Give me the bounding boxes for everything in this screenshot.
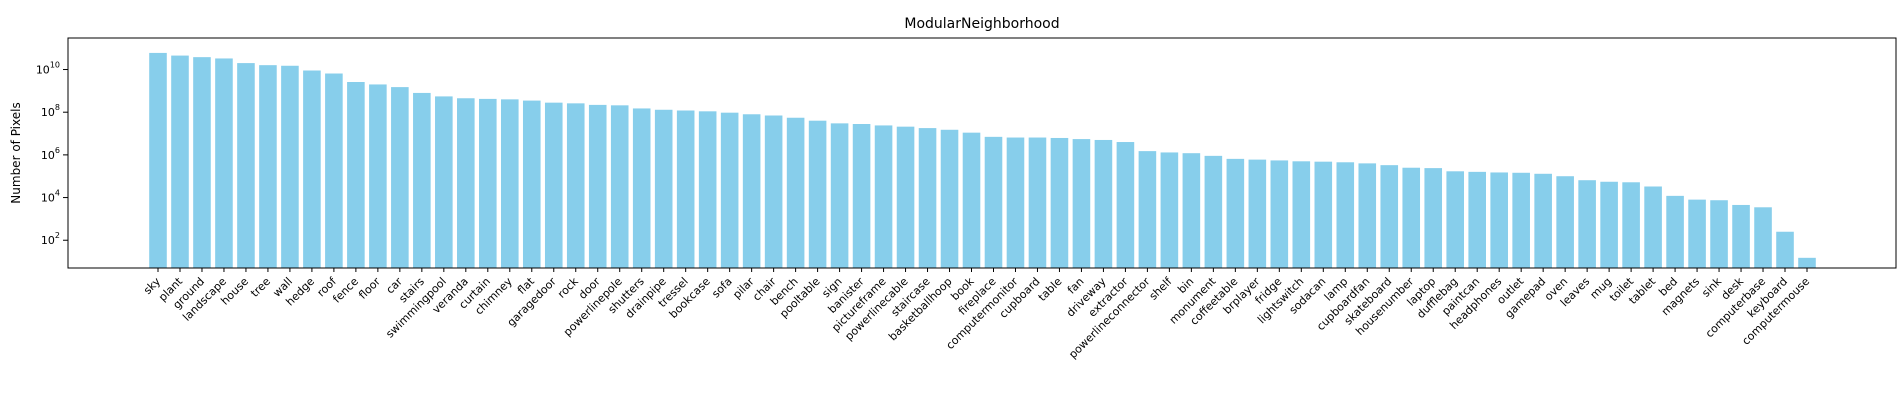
y-tick-label: 1010 [36,61,60,77]
bar-roof [325,73,343,268]
bar-fridge [1270,160,1289,268]
bar-veranda [457,98,475,268]
bar-banister [852,123,871,268]
bar-car [391,87,409,268]
chart-title: ModularNeighborhood [904,16,1059,32]
bar-bin [1182,153,1201,268]
bar-tressel [676,110,695,269]
bar-door [588,104,607,269]
bar-basketballhoop [940,129,959,268]
bar-magnets [1688,199,1706,268]
bar-sodacan [1314,161,1333,268]
x-tick-label: floor [356,275,383,302]
bar-rock [566,103,585,268]
y-tick-label: 102 [41,231,60,247]
bar-sky [149,52,167,268]
bar-house [237,63,255,268]
bar-bench [786,117,805,268]
x-tick-label: shelf [1147,274,1176,303]
bar-extractor [1116,142,1135,268]
bar-sink [1710,200,1728,268]
y-tick-label: 106 [41,146,60,162]
bar-stairs [413,92,431,268]
bar-desk [1732,204,1750,268]
x-tick-label: fence [330,275,361,306]
x-tick-label: table [1036,275,1065,304]
bar-curtain [479,98,497,268]
bar-shutters [632,108,651,268]
bar-cupboardfan [1358,163,1377,268]
bar-paintcan [1468,171,1486,268]
bar-table [1050,137,1069,268]
y-tick-label: 108 [41,103,60,119]
bar-chimney [500,99,519,269]
bar-outlet [1512,172,1530,268]
bar-plant [171,55,189,268]
bar-driveway [1094,139,1113,268]
bar-housenumber [1402,167,1421,268]
bar-cupboard [1028,137,1047,268]
bar-toilet [1622,182,1640,268]
y-axis-ticks: 102 104 106 108 1010 [36,61,68,247]
bar-fan [1072,139,1091,268]
x-tick-label: tree [248,275,273,300]
bar-laptop [1424,168,1443,268]
bar-leaves [1578,180,1596,268]
bar-garagedoor [544,102,563,268]
bar-pilar [742,114,761,269]
bar-tree [259,65,277,269]
bar-monument [1204,155,1223,268]
bar-hedge [303,70,321,268]
bar-floor [369,84,387,268]
bar-chair [764,115,783,269]
bar-tablet [1644,186,1662,268]
x-tick-label: rock [555,274,581,300]
bar-mug [1600,181,1618,268]
bar-landscape [215,58,233,268]
y-tick-label: 104 [41,189,60,205]
bar-bed [1666,195,1684,268]
bar-computermouse [1798,257,1816,268]
bar-skateboard [1380,165,1399,268]
bar-staircase [918,128,937,268]
bar-swimmingpool [435,96,453,268]
bar-oven [1556,176,1574,268]
bar-bookcase [698,111,717,268]
bar-powerlineconnector [1138,151,1157,268]
bar-powerlinepole [610,105,629,268]
bar-lightswitch [1292,161,1311,268]
bar-flat [522,100,541,269]
bar-keyboard [1776,231,1794,268]
bar-dufflebag [1446,171,1465,268]
bar-sofa [720,112,739,268]
y-axis-label: Number of Pixels [9,102,23,203]
bar-lamp [1336,162,1355,268]
x-axis-ticks: skyplantgroundlandscapehousetreewallhedg… [141,268,1812,361]
x-tick-label: sofa [709,275,735,301]
bar-wall [281,65,299,269]
bar-fireplace [984,136,1003,268]
bar-brplayer [1248,159,1267,268]
bar-computermonitor [1006,137,1025,268]
plot-frame [67,37,1897,269]
bar-shelf [1160,152,1179,268]
bar-sign [830,123,849,268]
bars-group [149,52,1816,269]
bar-computerbase [1754,207,1772,268]
bar-gamepad [1534,173,1552,268]
bar-ground [193,57,211,268]
bar-headphones [1490,172,1508,268]
bar-powerlinecable [896,126,915,268]
bar-pictureframe [874,125,893,268]
bar-book [962,132,981,268]
bar-fence [347,82,365,269]
bar-coffeetable [1226,158,1245,268]
bar-drainpipe [654,109,673,268]
bar-pooltable [808,120,827,268]
